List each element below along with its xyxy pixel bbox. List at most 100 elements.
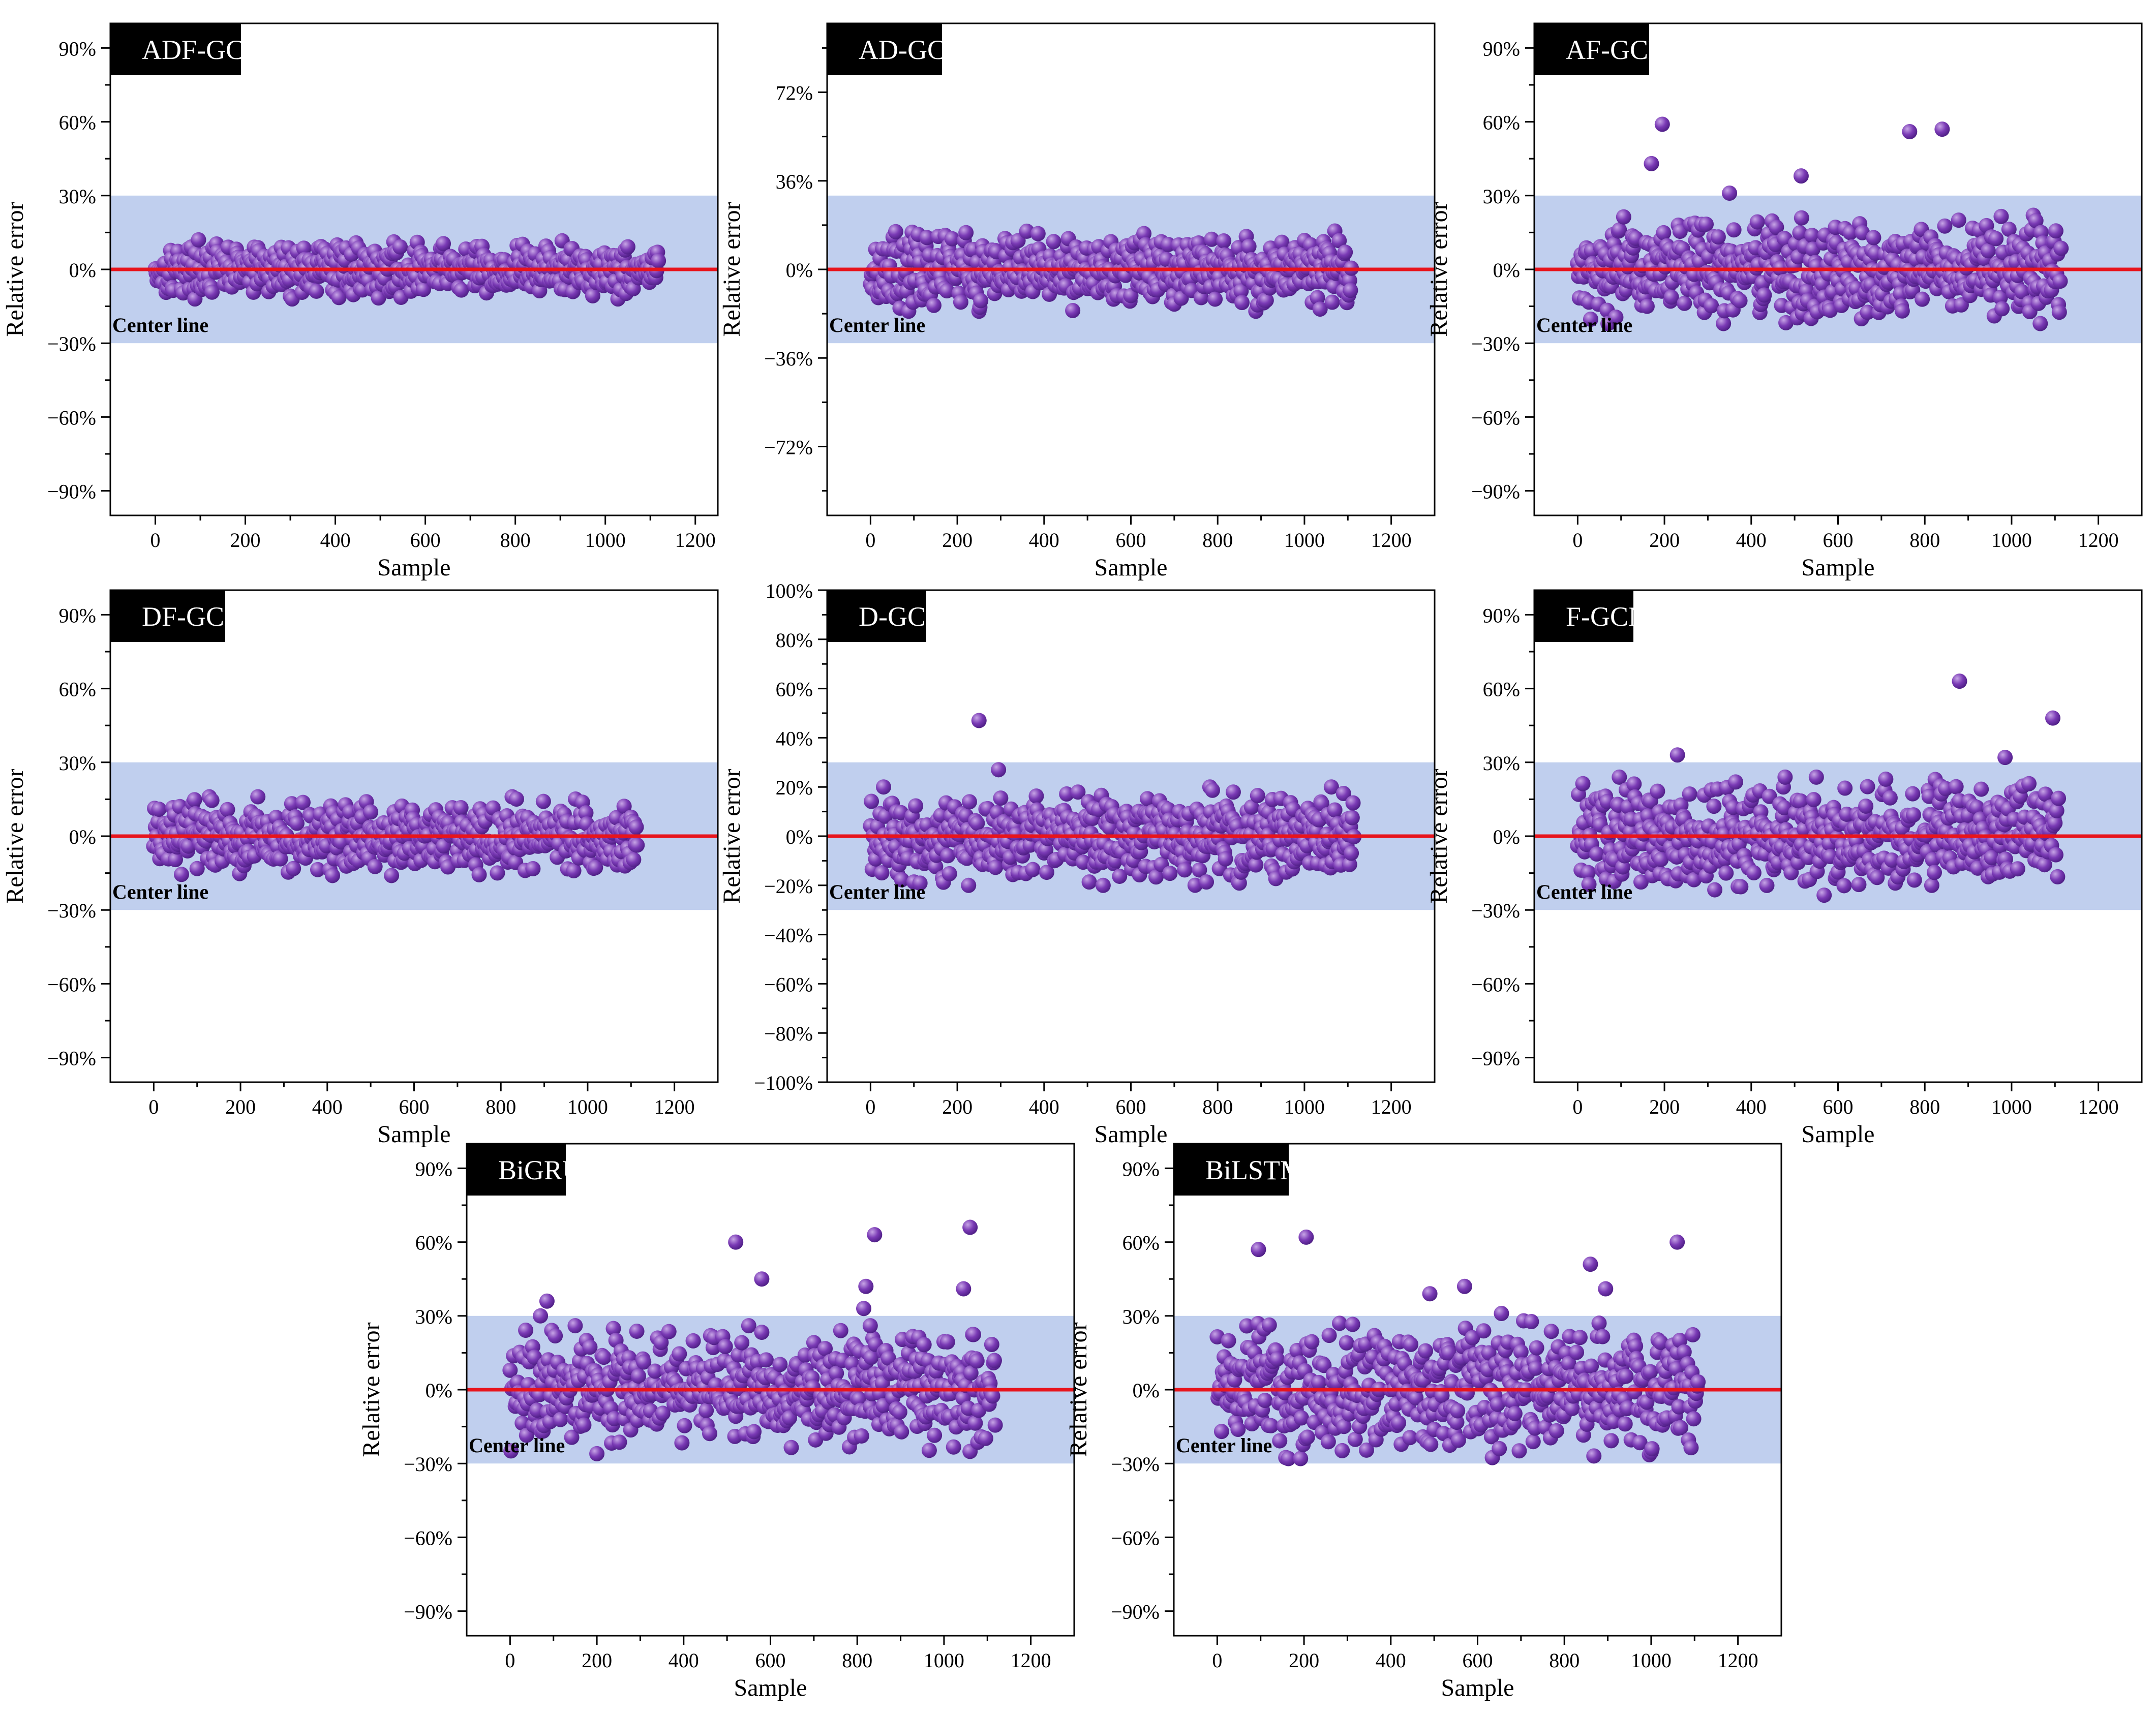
y-axis-title: Relative error (1425, 769, 1452, 903)
data-point (1716, 316, 1732, 331)
outlier-point (1644, 156, 1659, 171)
data-point (946, 1439, 961, 1455)
data-point (1492, 1441, 1507, 1456)
data-point (1139, 791, 1155, 807)
outlier-point (856, 1301, 872, 1317)
y-tick-label: −60% (404, 1526, 452, 1549)
x-tick-label: 400 (1736, 529, 1767, 552)
data-point (453, 282, 469, 298)
data-point (1304, 1334, 1320, 1350)
data-point (1070, 784, 1086, 800)
data-point (1759, 877, 1775, 893)
x-tick-label: 800 (1202, 529, 1233, 552)
outlier-point (1793, 168, 1809, 184)
data-point (631, 1368, 647, 1384)
data-point (151, 801, 167, 817)
x-tick-label: 200 (1649, 1095, 1680, 1118)
data-point (1338, 244, 1353, 260)
data-point (1248, 857, 1264, 873)
data-point (1418, 1343, 1434, 1359)
data-point (984, 1336, 999, 1352)
data-point (927, 1427, 943, 1443)
data-point (2001, 222, 2017, 237)
data-point (289, 815, 305, 831)
data-point (1937, 218, 1953, 234)
y-tick-label: −100% (754, 1072, 813, 1094)
outlier-point (1669, 1234, 1685, 1250)
data-point (1866, 230, 1881, 246)
data-point (1906, 872, 1922, 888)
y-tick-label: −60% (1111, 1526, 1160, 1549)
center-line-label: Center line (1536, 880, 1632, 903)
data-point (833, 1323, 848, 1338)
outlier-point (962, 1219, 978, 1235)
data-point (926, 297, 942, 313)
data-point (1663, 289, 1679, 305)
data-point (1324, 294, 1340, 310)
data-point (1272, 1433, 1288, 1449)
data-point (1792, 225, 1808, 241)
x-tick-label: 600 (1116, 1095, 1146, 1118)
data-point (620, 239, 635, 255)
model-label: ADF-GCN (142, 35, 264, 65)
data-point (875, 779, 891, 795)
data-point (1858, 798, 1874, 814)
data-point (1548, 1423, 1564, 1438)
y-tick-label: 0% (786, 259, 813, 282)
data-point (1263, 1418, 1279, 1433)
data-point (392, 239, 408, 255)
outlier-point (991, 762, 1007, 778)
center-line-label: Center line (112, 880, 208, 903)
data-point (286, 861, 301, 876)
data-point (1569, 1344, 1585, 1360)
data-point (1656, 225, 1672, 240)
data-point (988, 860, 1004, 875)
x-tick-label: 400 (320, 529, 351, 552)
data-point (204, 792, 220, 808)
data-point (1860, 779, 1875, 794)
data-point (309, 283, 324, 299)
data-point (1403, 1336, 1419, 1352)
center-line-label: Center line (1536, 314, 1632, 336)
data-point (1192, 862, 1207, 878)
x-tick-label: 600 (1823, 1095, 1854, 1118)
y-tick-label: 90% (1122, 1157, 1160, 1180)
data-point (367, 859, 383, 874)
data-point (416, 282, 432, 297)
x-tick-label: 600 (755, 1649, 786, 1672)
data-point (1707, 882, 1723, 898)
data-point (940, 848, 956, 864)
x-tick-label: 1000 (1991, 1095, 2032, 1118)
data-points (863, 223, 1359, 319)
y-tick-label: 30% (59, 752, 96, 775)
y-tick-label: 90% (1483, 604, 1520, 627)
data-point (1030, 226, 1046, 241)
model-label-box (110, 590, 225, 642)
outlier-point (1456, 1278, 1472, 1294)
data-point (892, 1404, 907, 1420)
data-point (758, 1352, 774, 1368)
outlier-point (1952, 674, 1967, 689)
x-tick-label: 400 (1376, 1649, 1406, 1672)
model-label-box (1534, 23, 1649, 75)
data-point (864, 793, 879, 809)
data-point (2048, 847, 2063, 863)
y-tick-label: −60% (764, 973, 813, 996)
data-point (1293, 1410, 1309, 1426)
data-point (1851, 877, 1867, 893)
y-tick-label: 90% (59, 37, 96, 60)
data-points (146, 789, 645, 883)
y-tick-label: 36% (776, 170, 813, 193)
data-point (965, 1327, 981, 1342)
data-point (272, 851, 288, 867)
center-line-label: Center line (1176, 1434, 1272, 1457)
x-tick-label: 1200 (1371, 1095, 1412, 1118)
data-point (2010, 861, 2025, 877)
data-point (1081, 874, 1097, 890)
data-point (589, 1446, 605, 1461)
data-point (1009, 827, 1024, 842)
data-point (1335, 785, 1351, 801)
x-tick-label: 800 (1909, 529, 1940, 552)
y-tick-label: 0% (1493, 825, 1520, 848)
data-point (2051, 790, 2067, 806)
